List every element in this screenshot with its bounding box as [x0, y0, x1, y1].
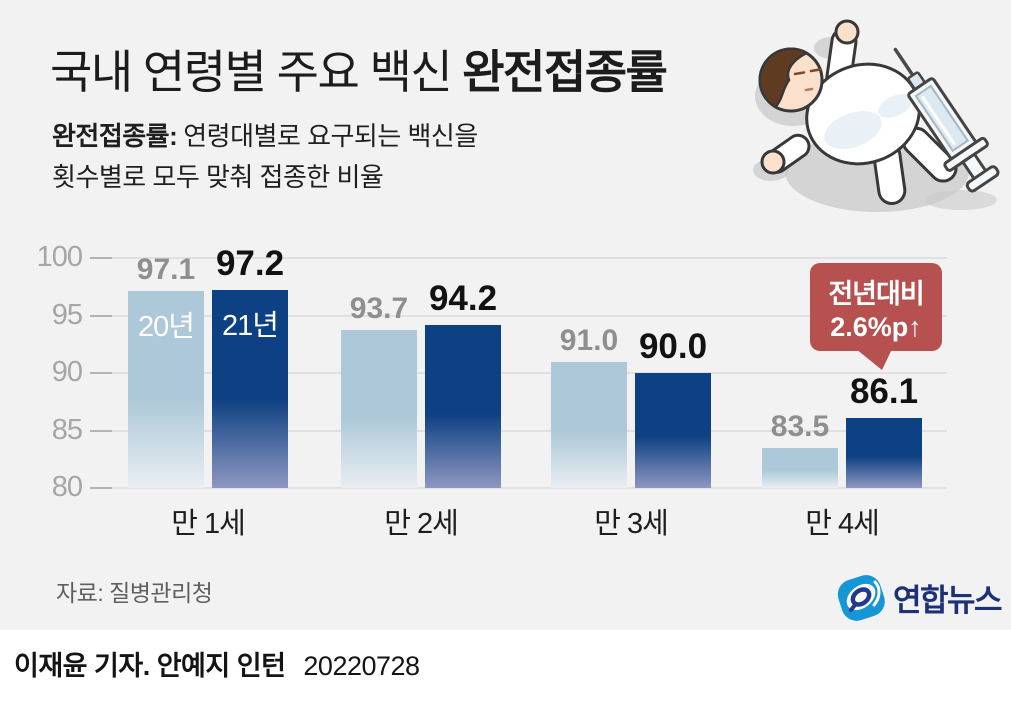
- source-note: 자료: 질병관리청: [56, 580, 213, 606]
- definition-line1: 연령대별로 요구되는 백신을: [183, 121, 478, 151]
- page-title: 국내 연령별 주요 백신 완전접종률: [50, 36, 668, 102]
- y-tick-label: 100: [36, 241, 83, 273]
- gridline: [90, 314, 947, 317]
- bar-20년-만 2세: [341, 330, 417, 488]
- byline: 이재윤 기자. 안예지 인턴 20220728: [14, 644, 420, 683]
- bar-value-label: 93.7: [349, 292, 409, 326]
- bar-21년-만 3세: [635, 373, 711, 488]
- bar-value-label: 86.1: [849, 371, 919, 411]
- yonhap-logo-text: 연합뉴스: [893, 582, 1003, 618]
- y-axis-tick: [90, 487, 112, 489]
- reporter-names: 이재윤 기자. 안예지 인턴: [14, 651, 286, 681]
- bar-value-label: 94.2: [428, 278, 498, 318]
- bar-21년-만 2세: [425, 324, 501, 488]
- bar-21년-만 4세: [846, 417, 922, 488]
- yonhap-logo-icon: [837, 575, 885, 621]
- category-label: 만 2세: [384, 508, 459, 540]
- definition-line2: 횟수별로 모두 맞춰 접종한 비율: [52, 162, 384, 192]
- baby-syringe-illustration: [753, 19, 1000, 212]
- bar-value-label: 97.1: [136, 253, 196, 287]
- y-axis-tick: [90, 314, 112, 317]
- bar-value-label: 83.5: [770, 409, 830, 443]
- publish-date: 20220728: [303, 651, 420, 681]
- y-tick-label: 90: [51, 356, 83, 388]
- callout-line2: 2.6%p↑: [830, 312, 922, 342]
- bar-value-label: 97.2: [215, 244, 285, 284]
- y-tick-label: 80: [51, 471, 83, 503]
- series-legend-21년: 21년: [222, 310, 279, 343]
- baby-hand: [834, 19, 860, 45]
- category-label: 만 4세: [805, 508, 880, 540]
- page-title-bold: 완전접종률: [462, 46, 668, 98]
- bar-20년-만 4세: [762, 447, 838, 488]
- y-axis-tick: [90, 429, 112, 432]
- definition-text: 완전접종률: 연령대별로 요구되는 백신을 횟수별로 모두 맞춰 접종한 비율: [52, 116, 478, 198]
- y-tick-label: 85: [51, 413, 83, 446]
- bar-20년-만 3세: [551, 361, 627, 488]
- category-label: 만 3세: [594, 508, 669, 540]
- byline-bar: 이재윤 기자. 안예지 인턴 20220728: [0, 630, 1011, 702]
- gridline: [90, 487, 947, 489]
- bar-21년-만 1세: [212, 290, 288, 488]
- gridline: [90, 429, 947, 432]
- yonhap-logo: 연합뉴스: [834, 570, 1003, 624]
- y-axis-tick: [90, 372, 112, 374]
- callout-line1: 전년대비: [828, 279, 924, 309]
- callout-tail: [856, 349, 892, 370]
- baby-hand: [760, 149, 786, 175]
- bar-20년-만 1세: [128, 291, 204, 488]
- category-label: 만 1세: [171, 508, 246, 540]
- gridline: [90, 257, 947, 259]
- gridline: [90, 372, 947, 374]
- yoy-callout-badge: 전년대비 2.6%p↑: [810, 263, 942, 370]
- series-legend-20년: 20년: [138, 311, 195, 344]
- definition-term: 완전접종률:: [52, 121, 178, 151]
- y-axis-tick: [90, 257, 112, 259]
- baby-hair: [758, 47, 810, 109]
- syringe-icon: [893, 47, 1000, 193]
- y-tick-label: 95: [51, 298, 83, 331]
- page-title-regular: 국내 연령별 주요 백신: [50, 46, 453, 98]
- bar-value-label: 90.0: [638, 327, 708, 366]
- bar-value-label: 91.0: [559, 323, 619, 357]
